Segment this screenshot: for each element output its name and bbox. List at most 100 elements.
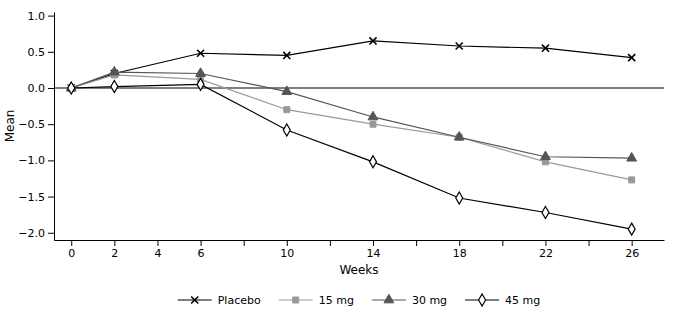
legend-swatch-marker [191,296,198,303]
point [111,81,118,93]
tick-mark [545,240,546,246]
tick: −1.0 [18,154,54,167]
tick-label: 0 [68,247,75,260]
tick-mark [48,160,54,161]
tick-mark [48,88,54,89]
point [542,45,549,52]
tick-label: −0.5 [18,118,45,131]
point [68,82,75,94]
legend-swatch-marker [479,294,486,306]
point [456,192,463,204]
tick: 18 [453,240,467,260]
tick-mark [244,240,245,246]
tick-mark [114,240,115,246]
point [109,66,119,75]
series [68,78,635,235]
point [627,153,637,162]
point [283,124,290,136]
tick: −1.5 [18,191,54,204]
tick: 0 [68,240,75,260]
tick: 0.5 [28,46,55,59]
point [629,177,635,183]
tick: 26 [625,240,639,260]
tick-label: 6 [198,247,205,260]
point [541,151,551,160]
tick [589,240,590,246]
tick-mark [502,240,503,246]
tick-label: −1.5 [18,191,45,204]
marks [54,37,664,235]
point [197,78,204,90]
y-axis-line [54,13,55,241]
tick-mark [48,124,54,125]
series [66,66,636,161]
tick [330,240,331,246]
tick-mark [201,240,202,246]
series [68,37,635,91]
tick: −2.0 [18,227,54,240]
series-line [71,41,631,88]
tick-label: 10 [280,247,294,260]
tick-label: 22 [539,247,553,260]
tick-mark [330,240,331,246]
tick-label: −1.0 [18,154,45,167]
point [454,132,464,141]
tick [244,240,245,246]
point [284,107,290,113]
tick-label: 0.5 [28,46,46,59]
tick: 22 [539,240,553,260]
tick: 2 [111,240,118,260]
legend-label: 30 mg [412,294,447,307]
tick-mark [48,233,54,234]
tick-mark [157,240,158,246]
tick-label: −2.0 [18,227,45,240]
point [282,86,292,95]
tick: 10 [280,240,294,260]
tick: 6 [198,240,205,260]
tick-label: 2 [111,247,118,260]
tick: 0.0 [28,82,55,95]
legend-swatch-marker [293,297,299,303]
point [542,206,549,218]
tick-mark [48,197,54,198]
reference-line [54,88,664,89]
point [369,37,376,44]
tick-mark [373,240,374,246]
tick [416,240,417,246]
x-axis: 0 2 4 6 10 14 18 22 26 [55,240,665,260]
legend: Placebo 15 mg 30 mg 45 mg [178,294,541,307]
legend-label: 45 mg [505,294,540,307]
y-axis: −2.0 −1.5 −1.0 −0.5 0.0 0.5 1.0 [18,10,54,241]
legend-label: Placebo [218,294,261,307]
x-axis-title: Weeks [339,263,378,277]
point [456,42,463,49]
point [628,54,635,61]
tick-mark [71,240,72,246]
legend-swatch-marker [384,294,394,303]
series-line [71,84,631,229]
legend-item: 45 mg [465,294,540,307]
series [68,72,634,183]
tick [502,240,503,246]
point [283,52,290,59]
tick-mark [48,16,54,17]
point [197,50,204,57]
legend-label: 15 mg [319,294,354,307]
series-line [71,75,631,180]
tick-mark [48,52,54,53]
tick-mark [589,240,590,246]
tick-mark [632,240,633,246]
tick-label: 26 [625,247,639,260]
tick-label: 0.0 [28,82,46,95]
chart: 0 2 4 6 10 14 18 22 26 −2.0 −1.5 −1.0 −0.5 0.0 0.5 1.0 W… [0,0,682,318]
legend-item: Placebo [178,294,261,307]
y-axis-title: Mean [3,110,17,143]
point [370,156,377,168]
tick: 1.0 [28,10,55,23]
tick-label: 14 [367,247,381,260]
legend-item: 15 mg [279,294,354,307]
point [196,68,206,77]
legend-item: 30 mg [372,294,447,307]
tick-label: 1.0 [28,10,46,23]
tick: 4 [154,240,161,260]
